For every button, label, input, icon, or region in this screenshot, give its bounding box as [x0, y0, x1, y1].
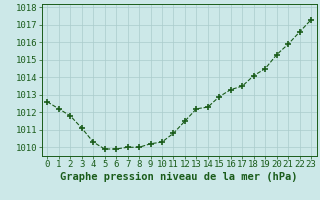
- X-axis label: Graphe pression niveau de la mer (hPa): Graphe pression niveau de la mer (hPa): [60, 172, 298, 182]
